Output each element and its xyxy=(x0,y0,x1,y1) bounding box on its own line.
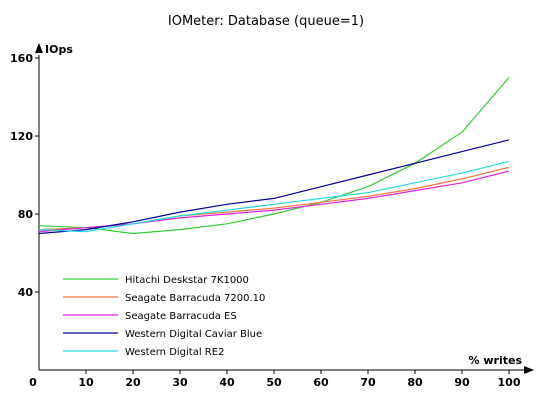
legend-label: Western Digital Caviar Blue xyxy=(125,329,262,340)
series-line-1 xyxy=(38,77,510,235)
legend-label: Seagate Barracuda ES xyxy=(125,311,237,322)
series-line-3 xyxy=(38,170,510,233)
x-tick-label: 10 xyxy=(78,376,94,389)
x-tick-label: 80 xyxy=(407,376,423,389)
y-axis-label: IOps xyxy=(45,43,73,56)
legend-label: Hitachi Deskstar 7K1000 xyxy=(125,275,249,286)
series-line-5 xyxy=(38,160,510,233)
x-tick-label: 60 xyxy=(313,376,329,389)
x-tick-label: 90 xyxy=(454,376,470,389)
legend: Hitachi Deskstar 7K1000 Seagate Barracuda… xyxy=(63,275,265,358)
y-tick-label: 120 xyxy=(10,130,33,143)
x-axis: % writes xyxy=(39,354,534,374)
legend-label: Western Digital RE2 xyxy=(125,347,224,358)
y-axis-arrow xyxy=(35,43,43,53)
x-tick-label: 50 xyxy=(266,376,282,389)
y-tick-label: 160 xyxy=(10,52,33,65)
x-axis-label: % writes xyxy=(469,354,523,367)
y-ticks: 40 80 120 160 xyxy=(10,52,39,299)
y-tick-label: 40 xyxy=(18,286,34,299)
series-lines xyxy=(38,77,510,235)
x-tick-label: 100 xyxy=(498,376,521,389)
y-axis: IOps xyxy=(35,43,73,370)
legend-label: Seagate Barracuda 7200.10 xyxy=(125,293,265,304)
series-line-4 xyxy=(38,139,510,235)
x-tick-label: 0 xyxy=(29,376,37,389)
x-tick-label: 40 xyxy=(219,376,235,389)
x-tick-label: 20 xyxy=(125,376,141,389)
x-axis-arrow xyxy=(524,366,534,374)
x-ticks: 0 10 20 30 40 50 60 70 80 90 100 xyxy=(29,370,521,389)
y-tick-label: 80 xyxy=(18,208,34,221)
x-tick-label: 70 xyxy=(360,376,376,389)
x-tick-label: 30 xyxy=(172,376,188,389)
chart-title: IOMeter: Database (queue=1) xyxy=(168,14,364,29)
